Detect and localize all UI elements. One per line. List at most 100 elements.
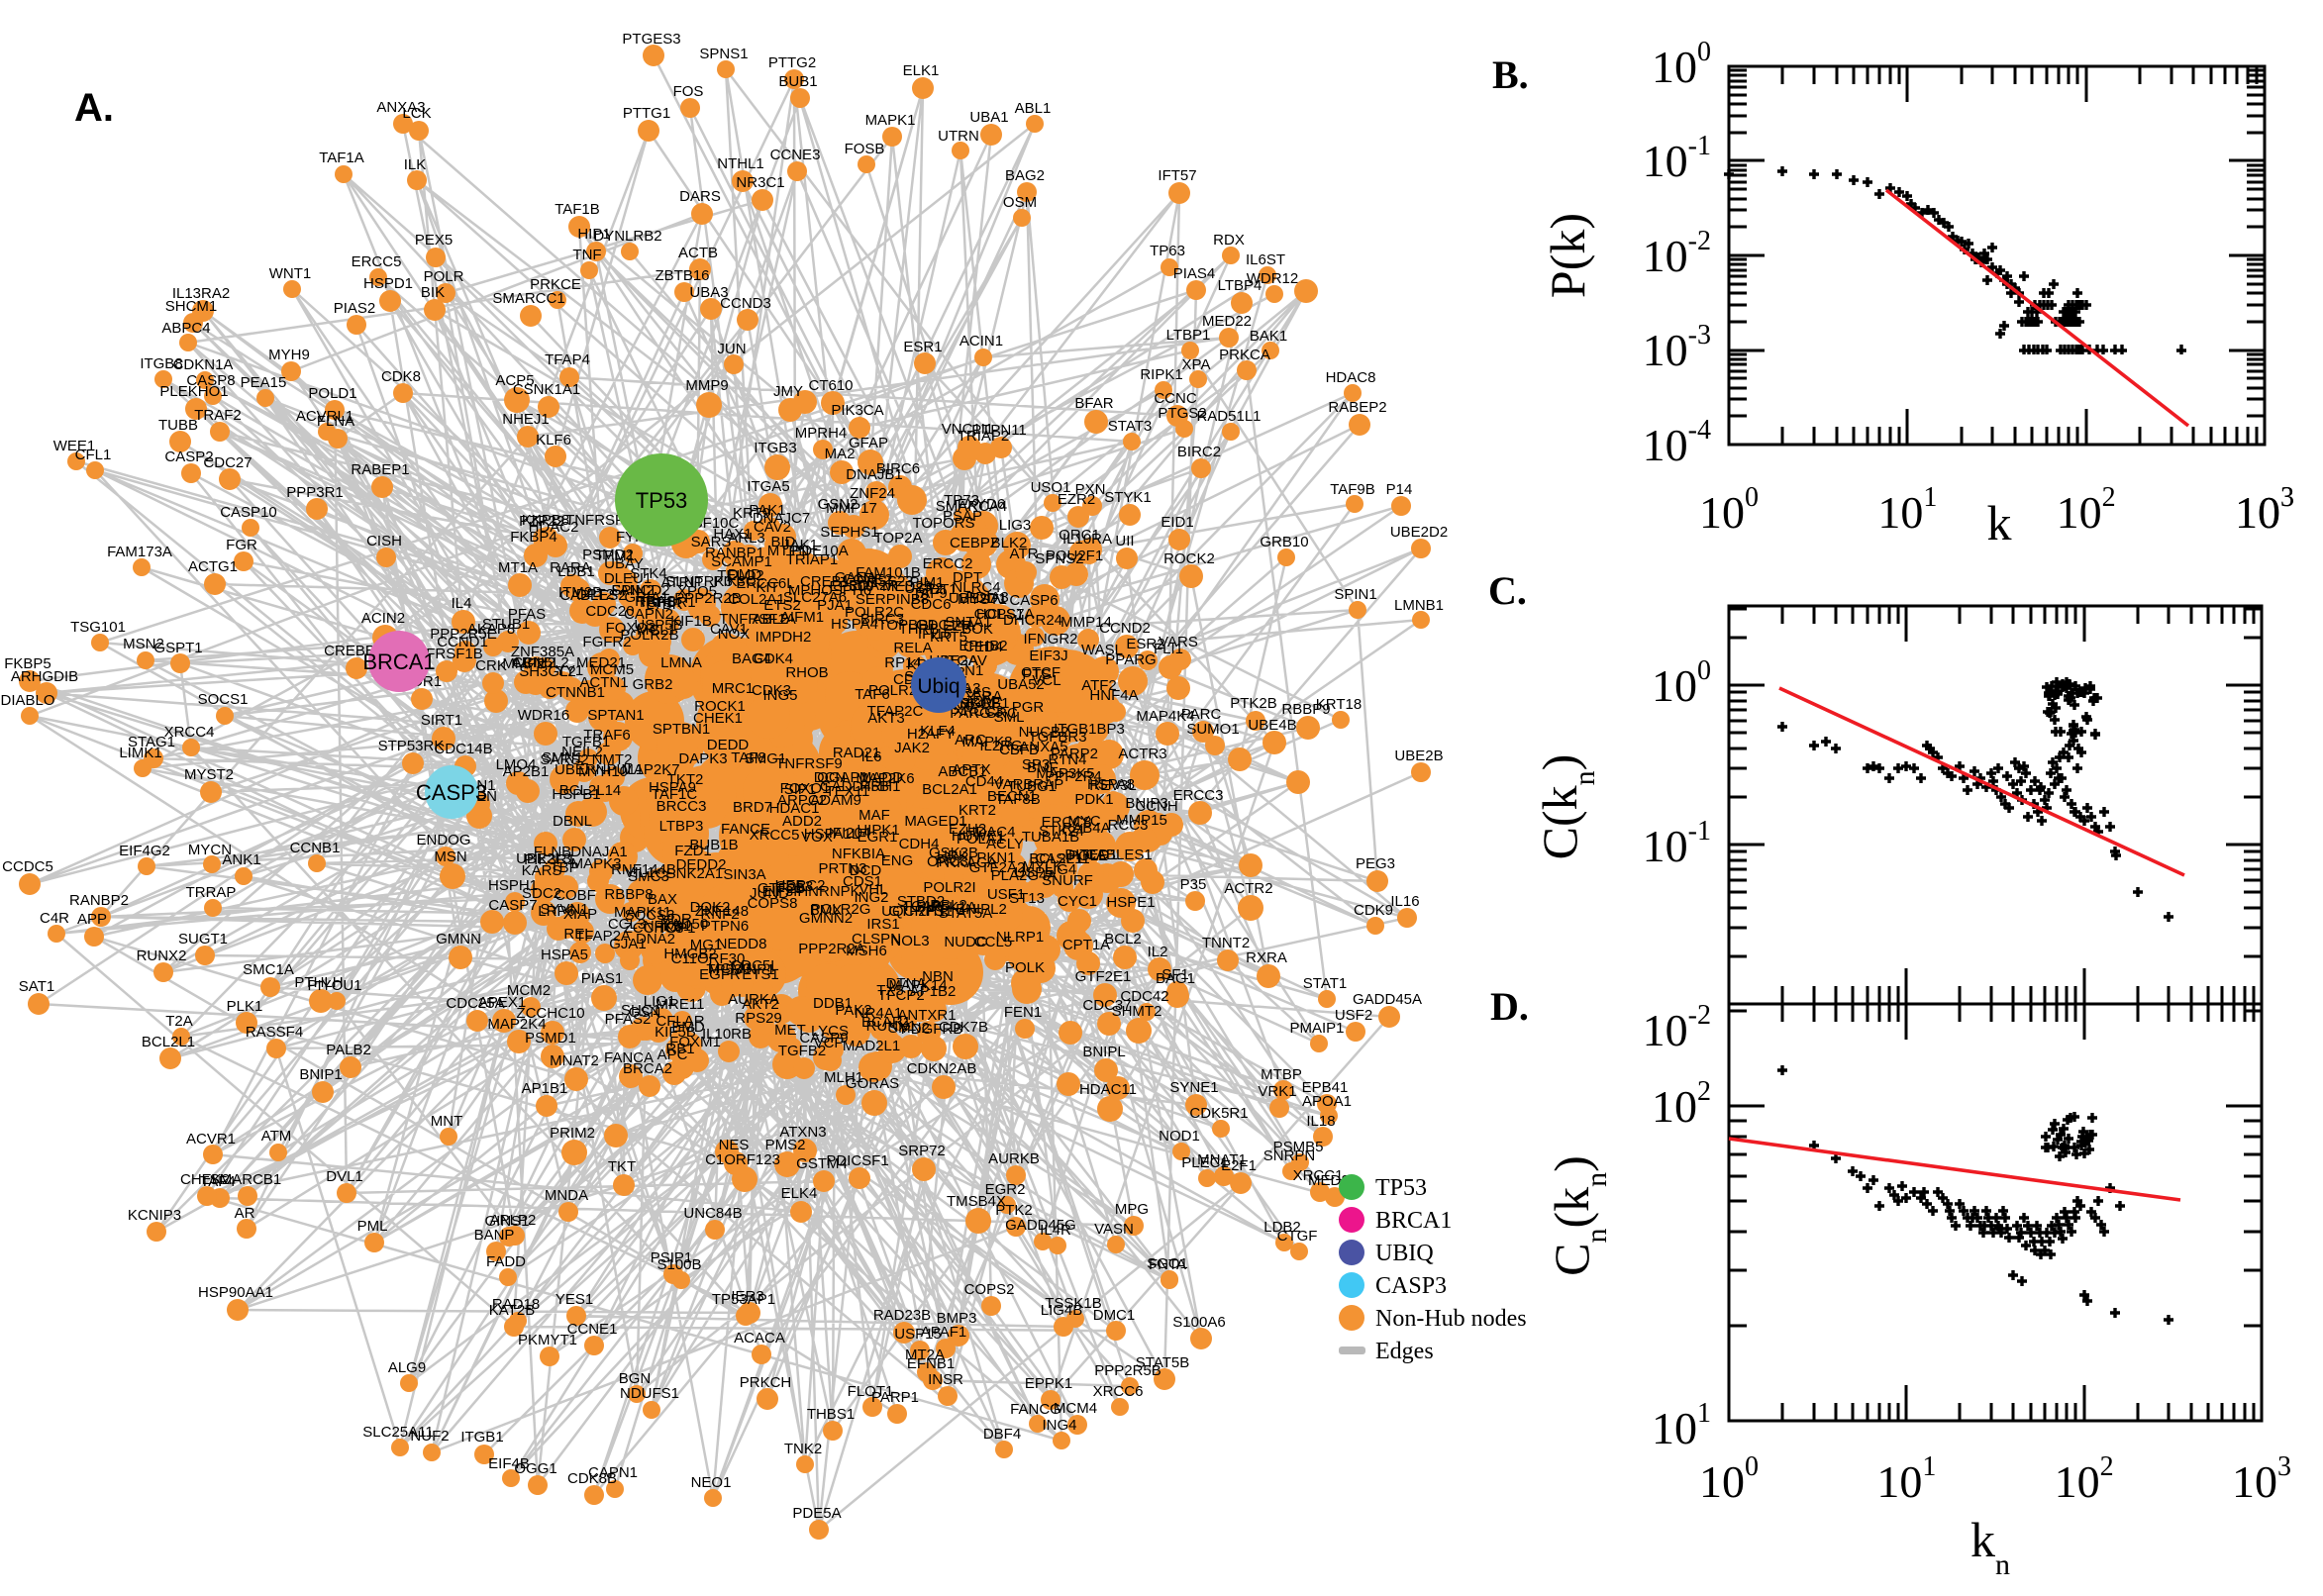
svg-text:SLNTRK3: SLNTRK3 — [665, 573, 733, 590]
svg-text:TRIAP2: TRIAP2 — [958, 428, 1010, 445]
svg-text:IRS1: IRS1 — [866, 916, 899, 933]
svg-text:CDK3: CDK3 — [752, 682, 791, 699]
svg-text:C4R: C4R — [40, 910, 69, 927]
svg-text:ENG: ENG — [881, 852, 914, 869]
svg-text:FZD1: FZD1 — [674, 843, 712, 859]
svg-text:DARS: DARS — [679, 188, 721, 205]
svg-text:CCNH: CCNH — [1135, 798, 1177, 815]
svg-text:CD53: CD53 — [775, 878, 813, 895]
svg-text:ACTB: ACTB — [678, 245, 718, 261]
svg-text:Ubiq: Ubiq — [917, 675, 960, 698]
svg-text:USF2: USF2 — [1335, 1007, 1372, 1024]
svg-text:TBP: TBP — [550, 859, 578, 876]
svg-text:A2M: A2M — [965, 693, 996, 710]
svg-text:EGFR: EGFR — [699, 966, 741, 983]
svg-text:MAD2L1: MAD2L1 — [843, 1038, 900, 1054]
svg-text:CCL3: CCL3 — [608, 916, 646, 933]
svg-text:CCNE3: CCNE3 — [770, 147, 821, 163]
svg-text:CDC20: CDC20 — [585, 603, 634, 620]
svg-text:FLOT1: FLOT1 — [848, 1383, 894, 1400]
svg-text:CDK4: CDK4 — [754, 650, 793, 667]
svg-text:PPP2R4: PPP2R4 — [1045, 768, 1102, 785]
svg-text:ITGB1: ITGB1 — [460, 1429, 503, 1446]
svg-text:VHL: VHL — [858, 881, 887, 898]
svg-text:MET: MET — [774, 1022, 806, 1039]
svg-text:BRD7: BRD7 — [733, 799, 772, 816]
svg-text:BAG2: BAG2 — [1005, 167, 1045, 184]
svg-text:EZR: EZR — [943, 618, 972, 635]
svg-text:TFAP2C: TFAP2C — [867, 703, 924, 720]
svg-text:TGFB1: TGFB1 — [562, 734, 610, 750]
svg-text:ANXA5: ANXA5 — [1019, 739, 1067, 755]
svg-text:MSN2: MSN2 — [123, 636, 164, 652]
svg-text:BNIP1: BNIP1 — [299, 1066, 342, 1083]
svg-text:SPIN1: SPIN1 — [1334, 586, 1376, 603]
svg-text:POLR: POLR — [424, 268, 464, 285]
svg-text:ATR: ATR — [1010, 546, 1039, 562]
svg-text:BAX: BAX — [648, 891, 677, 908]
svg-text:LTBP4: LTBP4 — [1218, 277, 1262, 294]
svg-text:PDIA3: PDIA3 — [965, 589, 1008, 606]
svg-text:FKBP5: FKBP5 — [4, 655, 51, 672]
svg-text:MTPN: MTPN — [767, 543, 810, 559]
svg-text:JMY: JMY — [773, 383, 803, 400]
svg-text:MED21: MED21 — [576, 654, 626, 671]
svg-text:MYST1: MYST1 — [958, 591, 1007, 608]
svg-text:PTHLH: PTHLH — [294, 974, 343, 991]
svg-text:JAK1: JAK1 — [782, 537, 818, 553]
svg-text:TOPBP1: TOPBP1 — [878, 617, 937, 634]
svg-text:SRP72: SRP72 — [898, 1143, 946, 1159]
svg-text:k: k — [1987, 495, 2012, 550]
svg-text:CCNC: CCNC — [1154, 390, 1196, 407]
svg-text:CCN5L2: CCN5L2 — [512, 654, 569, 671]
svg-text:SMARCB1: SMARCB1 — [210, 1171, 282, 1188]
svg-text:PIK3CA: PIK3CA — [831, 402, 883, 419]
svg-text:EGR2: EGR2 — [985, 1181, 1026, 1198]
svg-text:NOX: NOX — [718, 626, 751, 643]
svg-text:EZH2: EZH2 — [949, 821, 986, 838]
svg-text:ZCCHC10: ZCCHC10 — [516, 1005, 584, 1022]
svg-text:RASSF4: RASSF4 — [246, 1024, 303, 1041]
svg-text:PIAS1: PIAS1 — [581, 970, 624, 987]
svg-text:PPP2R5B: PPP2R5B — [1094, 1362, 1162, 1379]
svg-text:UBE2D1: UBE2D1 — [949, 590, 1006, 607]
svg-text:SHC1: SHC1 — [621, 1002, 660, 1019]
svg-text:CTNNB1: CTNNB1 — [546, 684, 605, 701]
svg-text:AKAP8: AKAP8 — [467, 621, 515, 638]
svg-text:XRCC4: XRCC4 — [164, 724, 215, 741]
svg-text:GANA: GANA — [835, 569, 877, 586]
svg-text:MG1: MG1 — [690, 937, 723, 953]
svg-text:SML: SML — [994, 709, 1025, 726]
svg-text:PTPN11: PTPN11 — [971, 422, 1027, 439]
svg-text:PXN: PXN — [1075, 481, 1106, 498]
svg-text:RAB4A: RAB4A — [1061, 820, 1110, 837]
svg-text:REL: REL — [563, 926, 592, 943]
svg-text:CDC25A: CDC25A — [446, 995, 504, 1012]
svg-text:NUF2: NUF2 — [410, 1428, 449, 1445]
svg-text:IL2: IL2 — [1148, 944, 1168, 960]
svg-text:PSIP1: PSIP1 — [651, 1249, 693, 1266]
svg-text:TEX11: TEX11 — [826, 783, 870, 800]
svg-text:TPM1: TPM1 — [595, 548, 635, 564]
svg-text:TUBA1B: TUBA1B — [1022, 829, 1079, 846]
svg-text:LMO4: LMO4 — [496, 756, 537, 773]
svg-text:BANP: BANP — [474, 1227, 515, 1244]
svg-text:XIAP: XIAP — [563, 906, 597, 923]
svg-text:SOCS1: SOCS1 — [198, 691, 249, 708]
svg-text:TP53: TP53 — [1375, 1175, 1427, 1201]
svg-text:ACTR2: ACTR2 — [1224, 880, 1272, 897]
svg-text:TAF4: TAF4 — [200, 1173, 236, 1190]
svg-text:EFNB1: EFNB1 — [907, 1355, 955, 1372]
svg-text:STP53RK: STP53RK — [378, 738, 445, 754]
svg-text:PARP1: PARP1 — [871, 1389, 919, 1406]
svg-text:ROCK1: ROCK1 — [694, 698, 746, 715]
svg-text:RCC3: RCC3 — [1108, 817, 1149, 834]
svg-text:VDR: VDR — [660, 911, 692, 928]
svg-text:CABLES2: CABLES2 — [559, 587, 627, 604]
svg-text:100: 100 — [1652, 655, 1711, 711]
svg-text:P35: P35 — [1180, 876, 1207, 893]
svg-text:AKT2: AKT2 — [742, 996, 779, 1013]
svg-text:MAPK11: MAPK11 — [614, 904, 671, 921]
svg-text:MMP2: MMP2 — [502, 655, 545, 672]
svg-text:DEDD: DEDD — [707, 737, 750, 753]
